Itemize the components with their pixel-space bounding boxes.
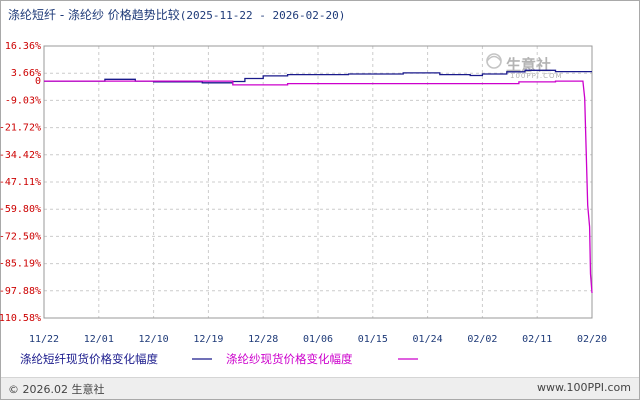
x-tick-label: 12/01 — [84, 334, 114, 345]
x-axis: 11/22 12/01 12/10 12/19 12/28 01/06 01/15 01/24… — [29, 334, 607, 345]
y-tick-label: -110.58% — [0, 313, 41, 324]
y-tick-label: -47.11% — [0, 177, 41, 188]
y-tick-label: -59.80% — [0, 204, 41, 215]
x-tick-label: 12/28 — [248, 334, 278, 345]
x-tick-label: 11/22 — [29, 334, 59, 345]
x-tick-label: 12/10 — [139, 334, 169, 345]
x-tick-label: 12/19 — [193, 334, 223, 345]
footer-copyright: © 2026.02 生意社 — [8, 383, 105, 396]
y-axis: 16.36% 3.66% -9.03% -21.72% -34.42% -47.11% -5… — [0, 41, 41, 324]
watermark-brand: 生意社 — [506, 56, 552, 74]
x-tick-label: 01/15 — [358, 334, 388, 345]
x-tick-label: 01/24 — [413, 334, 443, 345]
x-tick-label: 02/20 — [577, 334, 607, 345]
legend-label: 涤纶短纤现货价格变化幅度 — [20, 352, 158, 366]
x-tick-label: 02/11 — [522, 334, 552, 345]
grid — [44, 46, 592, 318]
y-tick-label: -85.19% — [0, 259, 41, 270]
chart-title: 涤纶短纤 - 涤纶纱 价格趋势比较(2025-11-22 - 2026-02-2… — [8, 6, 345, 23]
y-tick-label: 3.66% — [11, 68, 41, 79]
plot-area — [43, 45, 593, 319]
series-line — [44, 80, 593, 294]
y-tick-label-zero: 0 — [35, 76, 41, 87]
footer-bar: © 2026.02 生意社 www.100PPI.com — [1, 377, 639, 399]
footer-url-link[interactable]: www.100PPI.com — [537, 381, 631, 394]
legend-label: 涤纶纱现货价格变化幅度 — [226, 352, 353, 366]
watermark-url: 100PPI.COM — [510, 72, 563, 80]
series — [44, 69, 593, 294]
legend: 涤纶短纤现货价格变化幅度 涤纶纱现货价格变化幅度 — [20, 352, 418, 366]
x-tick-label: 02/02 — [467, 334, 497, 345]
x-tick-label: 01/06 — [303, 334, 333, 345]
y-tick-label: -34.42% — [0, 150, 41, 161]
y-tick-label: -21.72% — [0, 123, 41, 134]
y-tick-label: -97.88% — [0, 286, 41, 297]
title-main: 涤纶短纤 - 涤纶纱 价格趋势比较 — [8, 8, 180, 22]
y-tick-label: 16.36% — [5, 41, 41, 52]
y-tick-label: -72.50% — [0, 231, 41, 242]
logo-icon — [486, 53, 502, 69]
y-tick-label: -9.03% — [5, 95, 41, 106]
title-date-range: (2025-11-22 - 2026-02-20) — [179, 9, 346, 22]
